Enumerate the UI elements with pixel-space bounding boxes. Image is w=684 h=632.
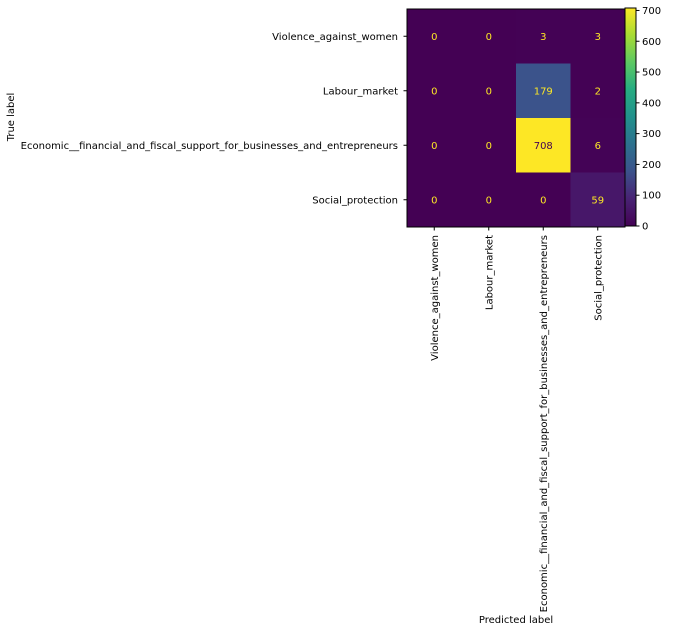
cell-value-label: 0 [431, 86, 437, 97]
cell-value-label: 59 [591, 195, 604, 206]
colorbar-tick-label: 700 [642, 6, 661, 17]
x-tick-label: Social_protection [593, 235, 604, 321]
matrix-cell [407, 63, 462, 119]
y-tick-label: Social_protection [312, 195, 398, 206]
colorbar-tick-label: 200 [642, 160, 661, 171]
colorbar-frame [624, 7, 637, 227]
matrix-cell [407, 118, 462, 173]
cell-value-label: 6 [595, 141, 601, 152]
cell-value-label: 0 [540, 195, 546, 206]
colorbar-tick-label: 300 [642, 129, 661, 140]
colorbar-tick-label: 500 [642, 68, 661, 79]
matrix-cells [407, 9, 626, 228]
cell-value-label: 3 [595, 32, 601, 43]
matrix-cell [516, 63, 571, 119]
y-tick-label: Economic__financial_and_fiscal_support_f… [21, 141, 398, 152]
matrix-cell [570, 9, 626, 64]
cell-value-label: 0 [486, 32, 492, 43]
matrix-cell [516, 118, 571, 173]
matrix-cell [461, 118, 517, 173]
matrix-cell [407, 172, 462, 228]
cell-value-labels: 0 0 3 3 0 0 179 2 0 0 708 6 0 0 0 59 [431, 32, 604, 207]
matrix-cell [570, 118, 626, 173]
colorbar-tick-label: 600 [642, 37, 661, 48]
cell-value-label: 0 [431, 32, 437, 43]
colorbar-tick-label: 0 [642, 222, 648, 233]
y-tick-label: Labour_market [323, 86, 398, 97]
x-axis-title: Predicted label [479, 615, 553, 626]
cell-value-label: 0 [486, 86, 492, 97]
cell-value-label: 0 [431, 141, 437, 152]
matrix-cell [461, 9, 517, 64]
cell-value-label: 0 [486, 141, 492, 152]
colorbar-tick-label: 400 [642, 98, 661, 109]
matrix-cell [461, 63, 517, 119]
matrix-cell [570, 63, 626, 119]
colorbar-tick-label: 100 [642, 191, 661, 202]
matrix-cell [516, 9, 571, 64]
y-axis-title: True label [6, 93, 17, 143]
matrix-cell [407, 9, 462, 64]
x-tick-label: Violence_against_women [430, 235, 441, 361]
cell-value-label: 0 [486, 195, 492, 206]
colorbar [625, 8, 636, 226]
matrix-cell [570, 172, 626, 228]
cell-value-label: 2 [595, 86, 601, 97]
cell-value-label: 0 [431, 195, 437, 206]
cell-value-label: 179 [534, 86, 553, 97]
cell-value-label: 3 [540, 32, 546, 43]
matrix-cell [516, 172, 571, 228]
matrix-cell [461, 172, 517, 228]
x-axis-ticks: Violence_against_women Labour_market Econo… [430, 227, 604, 612]
y-axis-ticks: Violence_against_women Labour_market Econo… [21, 32, 407, 206]
y-tick-label: Violence_against_women [272, 32, 398, 43]
cell-value-label: 708 [534, 141, 553, 152]
colorbar-ticks: 0 100 200 300 400 500 600 700 [636, 6, 661, 233]
x-tick-label: Economic__financial_and_fiscal_support_f… [539, 235, 550, 612]
x-tick-label: Labour_market [484, 235, 495, 310]
